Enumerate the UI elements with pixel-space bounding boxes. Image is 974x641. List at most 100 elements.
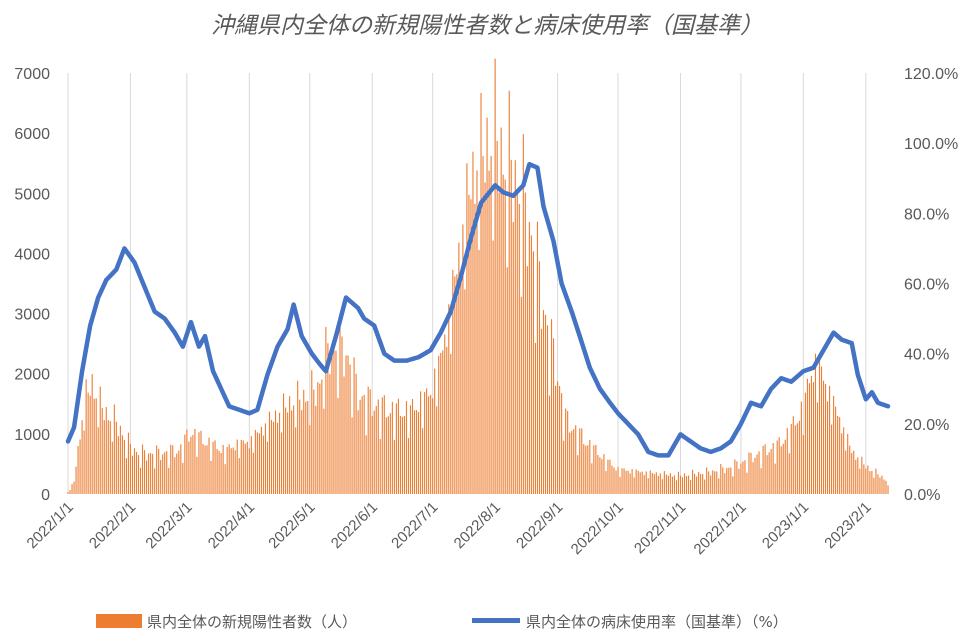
bar [444,334,446,494]
bar [492,240,494,494]
bar [663,471,665,494]
bar [276,422,279,494]
bar [816,402,819,494]
x-tick-label: 2022/4/1 [205,499,258,552]
bar [454,276,456,494]
bar [85,379,87,494]
x-tick-label: 2022/8/1 [451,499,504,552]
y-left-tick-label: 1000 [14,427,50,444]
y-right-tick-label: 20.0% [904,417,949,434]
bar [553,338,555,494]
bar [278,412,281,494]
bar [603,454,605,494]
bar [373,410,375,494]
bar [468,194,470,494]
bar [643,475,645,494]
bar [188,441,190,494]
bar [91,374,93,494]
bar [238,458,240,494]
bar [659,473,661,494]
bar [677,471,680,494]
bar [869,471,871,494]
bar [325,326,327,494]
bar [665,474,667,494]
bar [633,477,635,494]
bar [607,459,609,494]
bar [702,474,704,494]
bar [623,468,625,494]
bar [810,375,812,494]
bar [436,406,438,494]
bar [170,444,172,494]
bar [724,473,726,494]
y-right-tick-label: 40.0% [904,347,949,364]
bar [512,222,514,494]
bar [655,472,657,494]
chart-title: 沖縄県内全体の新規陽性者数と病床使用率（国基準） [211,13,763,39]
bar [875,468,877,494]
bar [579,428,581,494]
bar [827,401,829,494]
bar [802,435,804,494]
bar [164,452,166,494]
bar [323,408,325,494]
bar [627,470,629,494]
bar [363,394,365,494]
x-tick-label: 2022/5/1 [265,499,318,552]
bar [397,398,399,494]
bar [706,467,708,494]
bar [420,391,422,494]
y-left-tick-label: 5000 [14,186,50,203]
bar [367,386,369,494]
bar [494,58,496,495]
bar [548,395,551,494]
bar [403,415,406,494]
bar [587,445,589,494]
bar [752,462,754,494]
bar [405,401,408,494]
bar [250,436,252,494]
bar [722,467,724,494]
bar [339,314,341,494]
bar [206,445,208,494]
bar [222,444,224,494]
x-tick-label: 2023/2/1 [821,499,874,552]
bar [609,459,611,494]
bar [413,410,416,494]
bar [295,427,297,494]
bar [426,388,428,494]
bar [716,471,718,494]
bar [563,440,565,494]
bar [472,151,474,494]
bar [246,441,248,494]
bar [778,437,780,494]
bar [411,399,414,494]
x-tick-label: 2022/3/1 [142,499,195,552]
bar [109,421,111,494]
bar [258,433,260,494]
bar [732,476,734,494]
bar [611,465,613,494]
x-tick-label: 2022/9/1 [513,499,566,552]
bar [379,439,381,494]
bar [422,428,424,494]
line-series [65,161,891,458]
bar [861,456,863,494]
bar [573,429,575,494]
bar [814,353,817,494]
bar [287,412,289,494]
bar [371,415,373,494]
bar [172,445,174,494]
bar [792,416,794,494]
bar [621,468,623,494]
bar [881,475,883,494]
bar [540,328,543,494]
bar-series [67,58,889,495]
bar [260,426,262,494]
bar [218,450,220,494]
y-left-tick-label: 7000 [14,66,50,83]
bar [867,465,869,494]
y-left-tick-label: 6000 [14,126,50,143]
bar [824,384,827,494]
